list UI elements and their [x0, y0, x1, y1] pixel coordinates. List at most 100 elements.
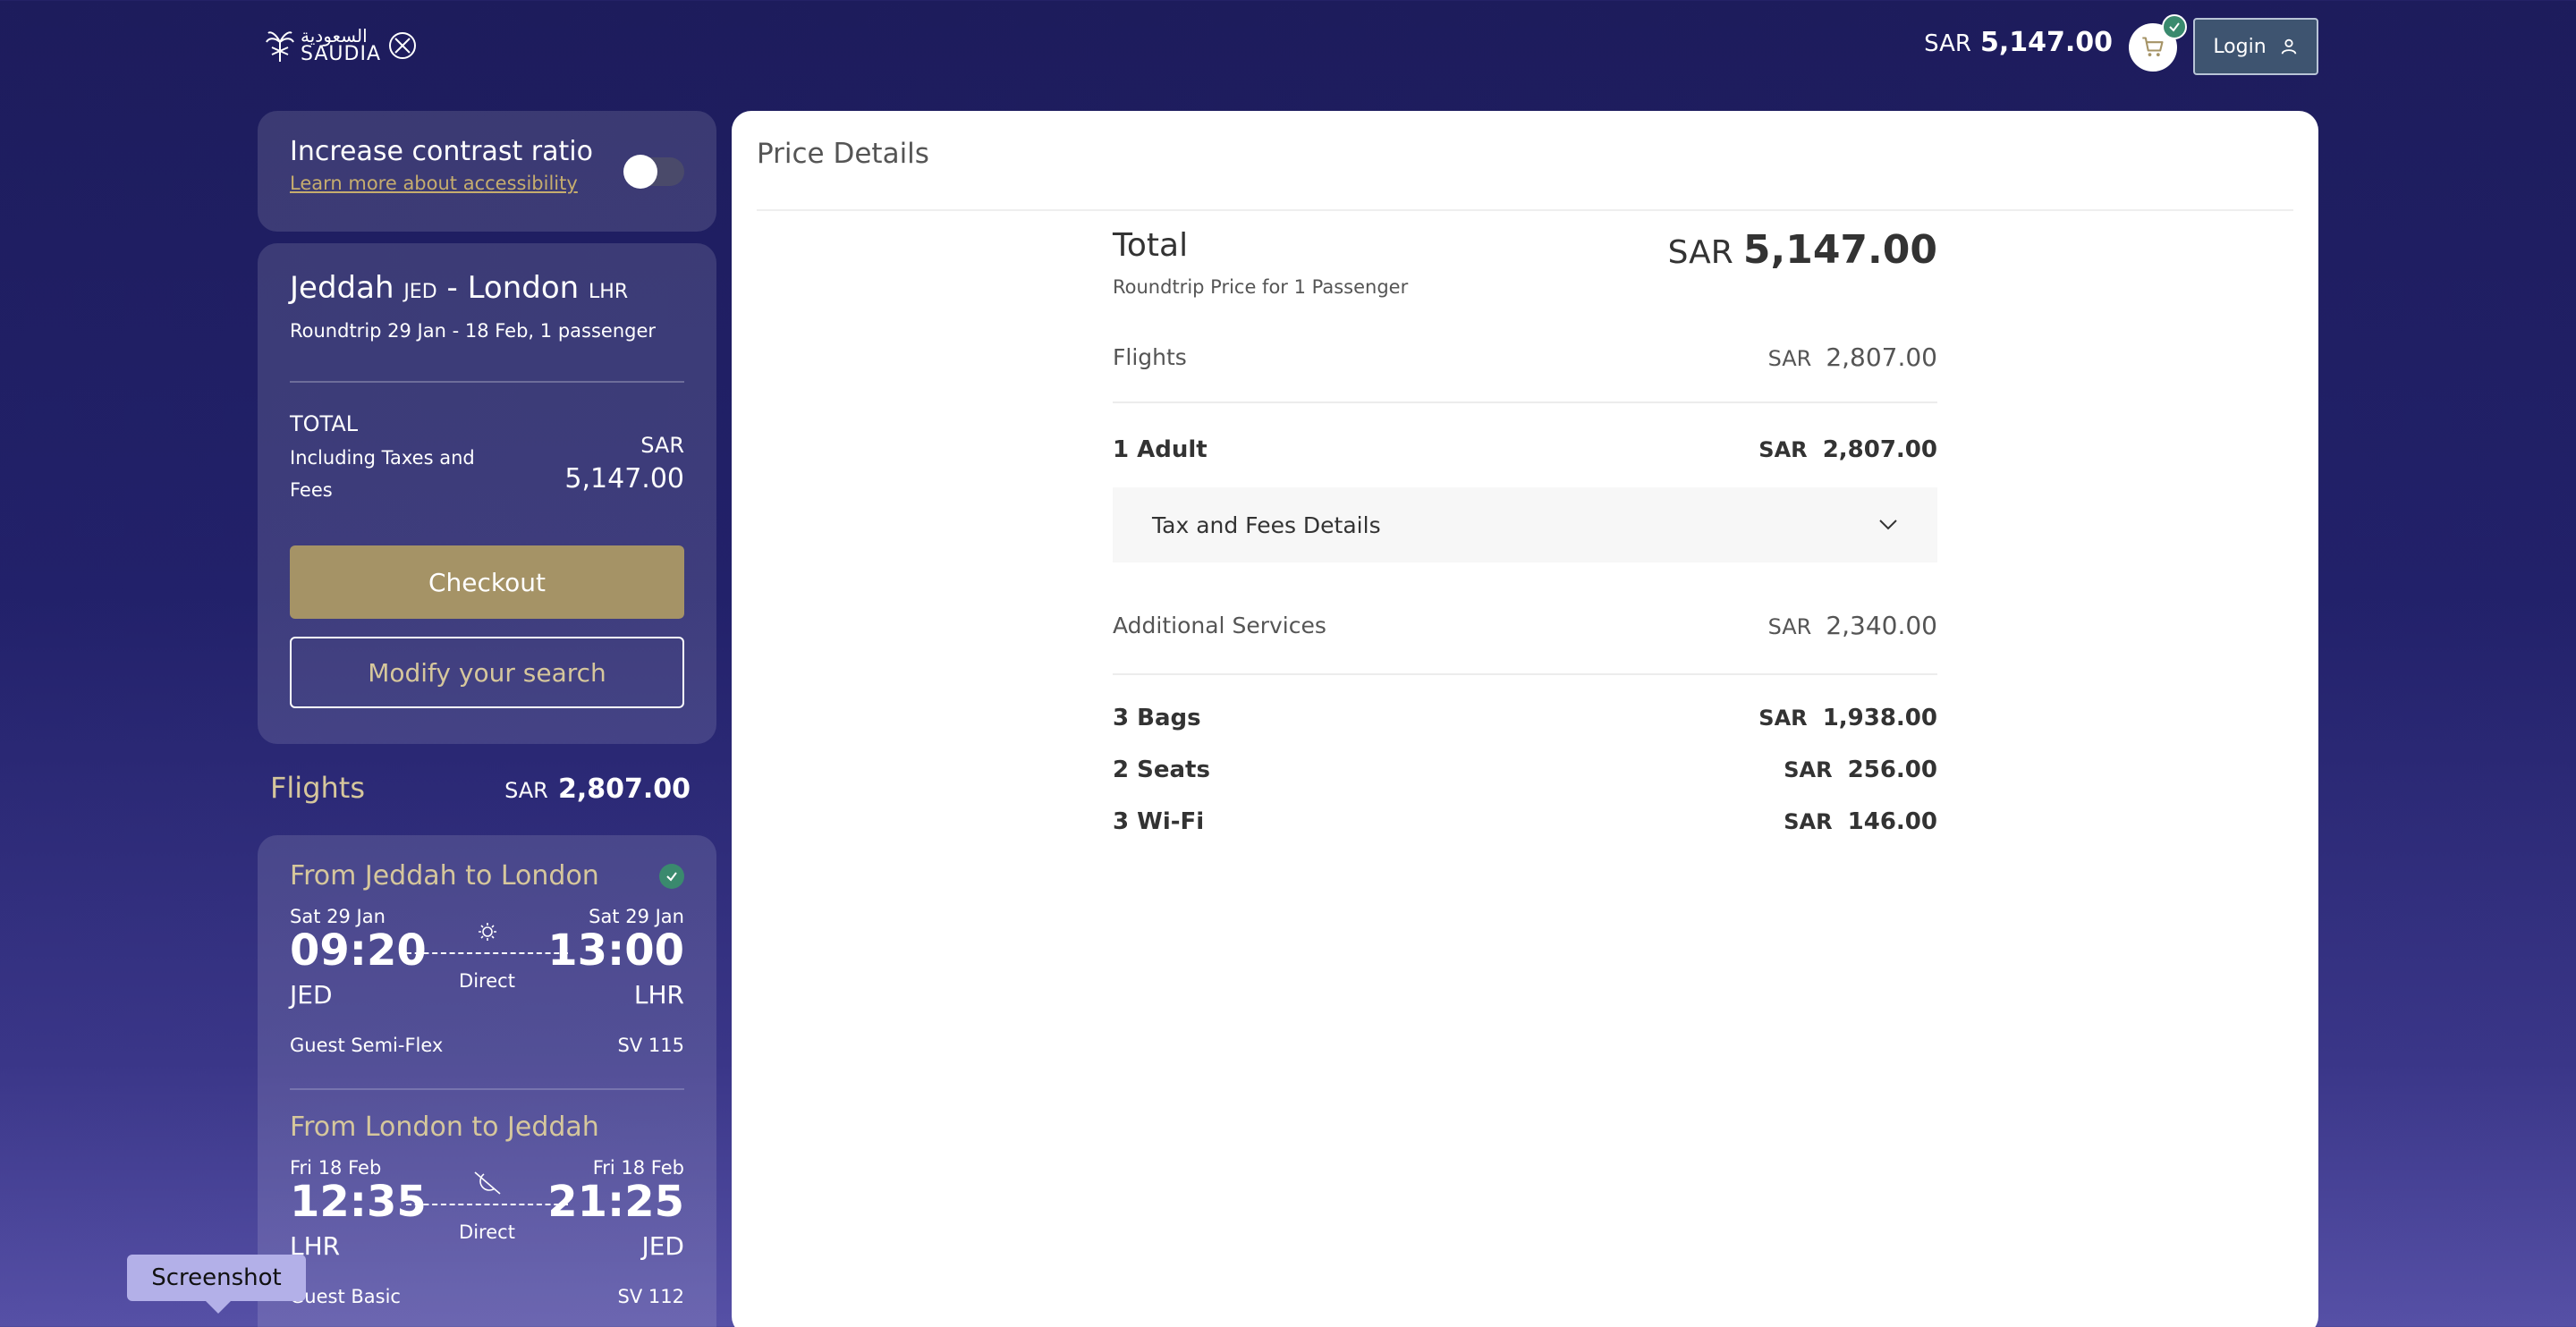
- total-label: Total: [1113, 227, 1189, 264]
- divider: [1113, 673, 1937, 675]
- cart-icon: [2142, 37, 2164, 57]
- trip-summary-card: Jeddah JED - London LHR Roundtrip 29 Jan…: [258, 243, 716, 744]
- departure-time: 12:35: [290, 1176, 427, 1227]
- toggle-knob: [623, 155, 657, 189]
- total-price: SAR 5,147.00: [1668, 227, 1937, 298]
- check-icon: [666, 871, 677, 882]
- user-icon: [2281, 38, 2296, 55]
- flights-section-label: Flights: [1113, 343, 1187, 370]
- login-label: Login: [2213, 35, 2267, 58]
- contrast-title: Increase contrast ratio: [290, 136, 593, 167]
- flights-amount: 2,807.00: [557, 773, 691, 805]
- divider: [757, 209, 2293, 211]
- arrival-date: Sat 29 Jan: [589, 906, 684, 927]
- flight-number: SV 112: [617, 1285, 684, 1307]
- adult-label: 1 Adult: [1113, 436, 1208, 463]
- service-item-amount: 1,938.00: [1822, 705, 1937, 731]
- service-item-label: 3 Wi-Fi: [1113, 808, 1205, 835]
- contrast-toggle[interactable]: [623, 155, 684, 189]
- service-item-amount: 256.00: [1847, 756, 1937, 783]
- fare-type: Guest Semi-Flex: [290, 1034, 444, 1056]
- arrival-airport: LHR: [633, 979, 684, 1010]
- header-total-amount: 5,147.00: [1979, 27, 2113, 58]
- additional-services-amount: 2,340.00: [1826, 610, 1937, 640]
- service-item-currency: SAR: [1784, 809, 1833, 834]
- sun-icon: [478, 923, 496, 941]
- flights-label: Flights: [270, 771, 365, 805]
- accessibility-link[interactable]: Learn more about accessibility: [290, 173, 578, 194]
- service-item-currency: SAR: [1758, 706, 1808, 731]
- login-button[interactable]: Login: [2193, 18, 2318, 75]
- flight-path-line: [406, 952, 568, 954]
- departure-time: 09:20: [290, 926, 427, 976]
- additional-services-currency: SAR: [1767, 613, 1812, 639]
- route-title: Jeddah JED - London LHR: [290, 270, 684, 306]
- departure-date: Fri 18 Feb: [290, 1156, 382, 1179]
- total-currency: SAR: [640, 433, 684, 458]
- flights-currency: SAR: [504, 778, 548, 803]
- trip-total-row: TOTAL Including Taxes and Fees SAR 5,147…: [290, 411, 684, 506]
- additional-services-label: Additional Services: [1113, 612, 1326, 638]
- flight-segment[interactable]: From Jeddah to London Sat 29 Jan 09:20 J…: [290, 860, 684, 1056]
- stops-label: Direct: [459, 1221, 515, 1243]
- divider: [1113, 401, 1937, 403]
- divider: [290, 1087, 684, 1090]
- tax-fees-label: Tax and Fees Details: [1152, 511, 1381, 538]
- service-item-row: 2 Seats SAR 256.00: [1113, 752, 1937, 788]
- total-label: TOTAL: [290, 411, 359, 436]
- saudia-logo[interactable]: السعودية SAUDIA: [265, 25, 419, 66]
- palm-emblem-icon: [266, 31, 294, 62]
- tax-fees-accordion[interactable]: Tax and Fees Details: [1113, 487, 1937, 562]
- price-details-panel: Price Details Total Roundtrip Price for …: [732, 111, 2318, 1327]
- flights-section-row: Flights SAR 2,807.00: [1113, 339, 1937, 375]
- flight-segments-card: From Jeddah to London Sat 29 Jan 09:20 J…: [258, 835, 716, 1327]
- total-amount: 5,147.00: [1742, 227, 1937, 273]
- total-currency: SAR: [1667, 234, 1733, 271]
- total-amount: 5,147.00: [564, 463, 684, 494]
- flight-number: SV 115: [617, 1034, 684, 1056]
- total-sub-label: Roundtrip Price for 1 Passenger: [1113, 276, 1409, 298]
- destination-code: LHR: [589, 281, 629, 303]
- check-icon: [2169, 22, 2180, 32]
- service-item-currency: SAR: [1784, 757, 1833, 782]
- moon-icon: [473, 1171, 501, 1195]
- arrival-date: Fri 18 Feb: [592, 1156, 684, 1179]
- adult-amount: 2,807.00: [1822, 436, 1937, 463]
- logo-arabic-text: السعودية: [301, 25, 368, 46]
- header-total-price: SAR 5,147.00: [1924, 27, 2113, 58]
- flight-path-line: [406, 1203, 568, 1205]
- route-separator: -: [446, 270, 458, 306]
- checkout-button[interactable]: Checkout: [290, 545, 684, 619]
- fare-type: Guest Basic: [290, 1285, 401, 1307]
- flights-summary: Flights SAR 2,807.00: [270, 771, 691, 805]
- service-item-row: 3 Bags SAR 1,938.00: [1113, 700, 1937, 736]
- service-item-label: 3 Bags: [1113, 705, 1201, 731]
- modify-search-button[interactable]: Modify your search: [290, 637, 684, 708]
- service-item-row: 3 Wi-Fi SAR 146.00: [1113, 804, 1937, 840]
- segment-title: From Jeddah to London: [290, 860, 599, 892]
- chevron-down-icon: [1879, 520, 1897, 530]
- price-total-row: Total Roundtrip Price for 1 Passenger SA…: [1113, 227, 1937, 298]
- additional-services-row: Additional Services SAR 2,340.00: [1113, 607, 1937, 643]
- divider: [290, 381, 684, 383]
- arrival-time: 13:00: [547, 926, 684, 976]
- flights-section-amount: 2,807.00: [1826, 342, 1937, 372]
- arrival-airport: JED: [641, 1230, 684, 1261]
- adult-row: 1 Adult SAR 2,807.00: [1113, 432, 1937, 468]
- segment-selected-badge: [659, 863, 684, 889]
- origin-city: Jeddah: [290, 270, 394, 306]
- flights-section-currency: SAR: [1767, 345, 1812, 371]
- service-item-label: 2 Seats: [1113, 756, 1210, 783]
- screenshot-tooltip: Screenshot: [127, 1255, 306, 1314]
- departure-airport: JED: [290, 979, 333, 1010]
- adult-currency: SAR: [1758, 437, 1808, 462]
- page-title: Price Details: [757, 138, 929, 170]
- arrival-time: 21:25: [547, 1176, 684, 1227]
- total-sub-label: Including Taxes and Fees: [290, 447, 475, 501]
- accessibility-card: Increase contrast ratio Learn more about…: [258, 111, 716, 232]
- flights-price: SAR 2,807.00: [504, 773, 691, 805]
- swords-emblem-icon: [389, 32, 417, 59]
- cart-check-badge: [2162, 14, 2187, 39]
- flight-segment[interactable]: From London to Jeddah Fri 18 Feb 12:35 L…: [290, 1111, 684, 1307]
- service-item-amount: 146.00: [1847, 808, 1937, 835]
